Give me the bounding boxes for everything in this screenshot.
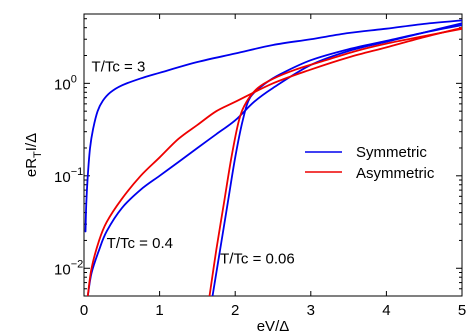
series-line-asymmetric: [86, 26, 462, 296]
x-tick-label: 1: [155, 302, 163, 319]
x-tick-label: 3: [307, 302, 315, 319]
plot-area: [83, 13, 463, 297]
x-axis-label: eV/Δ: [257, 318, 290, 335]
y-tick-label: 100: [54, 73, 77, 93]
x-tick-label: 2: [231, 302, 239, 319]
x-tick-label: 0: [80, 302, 88, 319]
y-tick-label-base: 10: [54, 261, 71, 278]
x-tick-label: 5: [458, 302, 466, 319]
series-line-asymmetric: [208, 27, 462, 296]
y-tick-label-power: −1: [71, 166, 84, 178]
series-line-symmetric: [86, 22, 462, 296]
y-axis-label-subscript: T: [32, 151, 44, 158]
annotation-label: T/Tc = 0.4: [107, 235, 173, 252]
y-axis-label-rest: I/Δ: [23, 133, 40, 151]
y-axis-label: eRTI/Δ: [23, 133, 44, 177]
legend: Symmetric Asymmetric: [300, 140, 455, 186]
x-axis: 0 1 2 3 4 5: [80, 14, 466, 319]
legend-label-asymmetric: Asymmetric: [356, 165, 435, 182]
annotation-label: T/Tc = 0.06: [220, 251, 295, 268]
annotation-label: T/Tc = 3: [92, 58, 146, 75]
legend-label-symmetric: Symmetric: [356, 144, 427, 161]
y-tick-label: 10−1: [54, 166, 83, 186]
legend-box: [300, 140, 455, 186]
y-tick-label: 10−2: [54, 258, 83, 278]
y-tick-label-base: 10: [54, 76, 71, 93]
axes-frame: [83, 13, 463, 297]
x-tick-label: 4: [382, 302, 390, 319]
y-axis-label-main: eR: [23, 158, 40, 177]
series-layer: [84, 19, 462, 296]
series-line-symmetric: [84, 19, 462, 233]
y-tick-label-base: 10: [54, 169, 71, 186]
y-tick-label-power: −2: [71, 258, 84, 270]
y-tick-label-power: 0: [71, 73, 77, 85]
annotation-layer: T/Tc = 3 T/Tc = 0.4 T/Tc = 0.06: [92, 58, 295, 267]
